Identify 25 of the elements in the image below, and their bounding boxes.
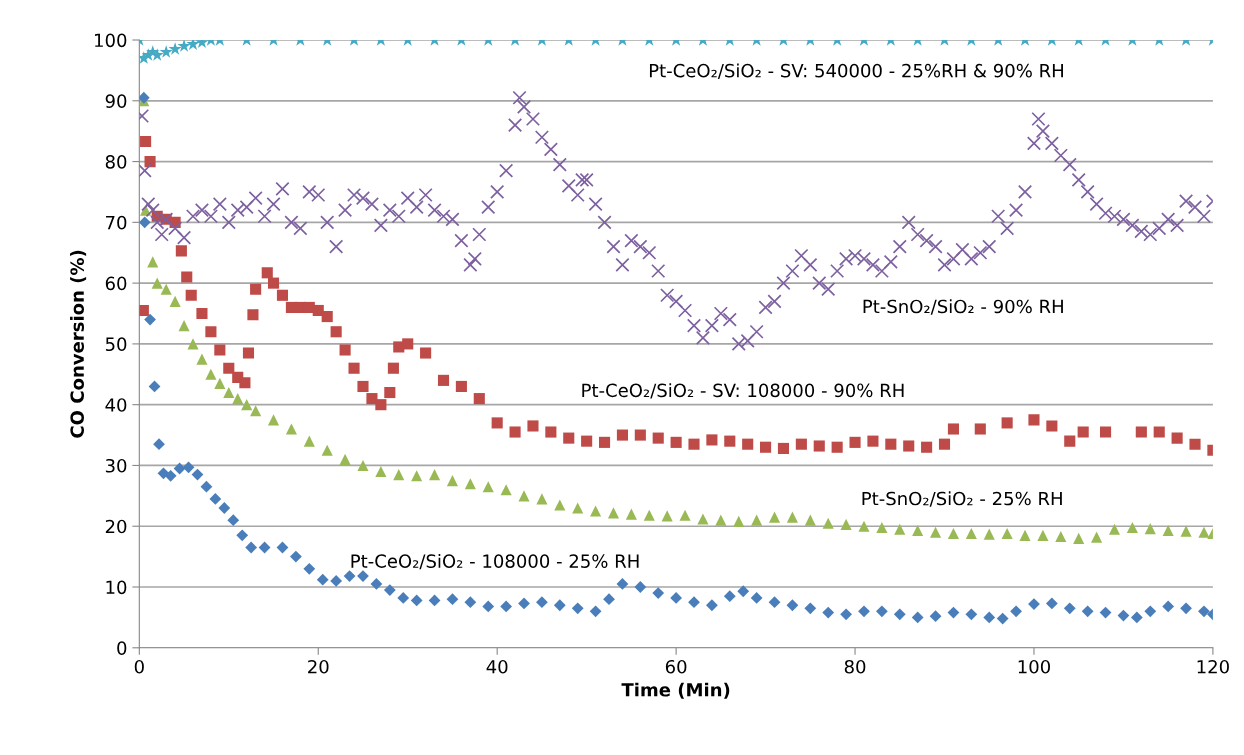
x-tick-label: 20	[308, 659, 329, 674]
y-tick-label: 60	[105, 276, 127, 291]
x-axis-title: Time (Min)	[621, 682, 730, 699]
y-tick-label: 30	[105, 458, 127, 473]
series-label: Pt-SnO₂/SiO₂ - 25% RH	[862, 491, 1062, 507]
series-label: Pt-CeO₂/SiO₂ - SV: 540000 - 25%RH & 90% RH	[649, 63, 1063, 79]
x-tick-label: 0	[134, 659, 144, 674]
y-tick-label: 40	[105, 398, 127, 412]
y-tick-label: 80	[105, 155, 127, 169]
y-tick-label: 100	[95, 33, 127, 48]
series-label: Pt-CeO₂/SiO₂ - 108000 - 25% RH	[351, 553, 639, 570]
y-tick-label: 20	[105, 519, 127, 534]
series-label: Pt-SnO₂/SiO₂ - 90% RH	[863, 299, 1063, 315]
y-axis-title: CO Conversion (%)	[70, 250, 87, 438]
y-tick-label: 0	[117, 641, 127, 655]
x-tick-label: 100	[1018, 659, 1050, 674]
x-tick-label: 80	[844, 659, 866, 674]
x-tick-label: 120	[1197, 659, 1229, 674]
y-tick-label: 90	[105, 94, 127, 108]
x-tick-label: 60	[665, 659, 687, 674]
y-tick-label: 10	[106, 580, 127, 595]
x-tick-label: 40	[486, 659, 508, 674]
y-tick-label: 50	[105, 337, 127, 352]
y-tick-label: 70	[106, 215, 127, 230]
series-label: Pt-CeO₂/SiO₂ - SV: 108000 - 90% RH	[582, 383, 904, 399]
